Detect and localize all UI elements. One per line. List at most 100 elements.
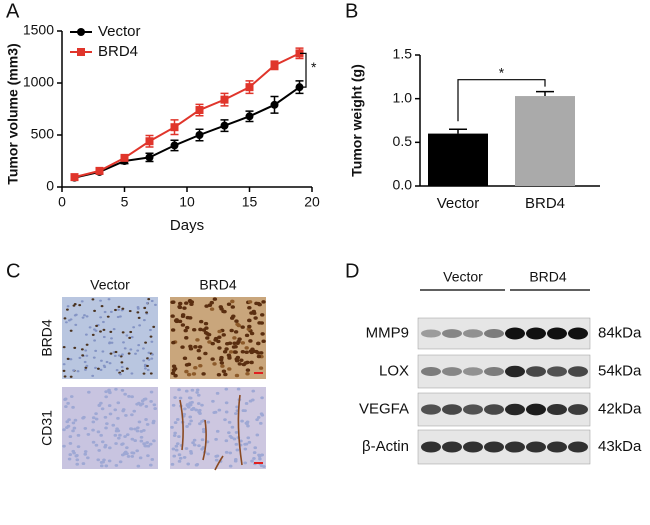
nucleus — [255, 418, 259, 422]
nucleus — [125, 367, 129, 370]
nucleus — [69, 375, 73, 378]
nucleus — [206, 420, 211, 424]
nucleus — [228, 434, 233, 438]
nucleus — [103, 310, 107, 314]
nucleus — [150, 357, 154, 360]
nucleus — [94, 443, 99, 447]
row-label: CD31 — [39, 410, 55, 446]
nucleus — [68, 435, 73, 439]
y-tick-label: 0.0 — [393, 177, 413, 193]
nucleus — [219, 307, 224, 311]
nucleus — [170, 314, 175, 318]
y-axis-label: Tumor volume (mm3) — [5, 43, 21, 184]
nucleus — [204, 304, 209, 308]
nucleus — [212, 362, 217, 366]
nucleus — [244, 333, 250, 338]
nucleus — [96, 430, 101, 434]
band — [442, 404, 462, 415]
error-bar — [536, 90, 554, 97]
band — [526, 366, 546, 377]
nucleus — [227, 341, 233, 346]
image-background — [62, 297, 158, 379]
nucleus — [99, 330, 102, 333]
nucleus — [73, 303, 77, 306]
nucleus — [84, 333, 88, 336]
nucleus — [218, 357, 224, 362]
nucleus — [210, 357, 215, 361]
marker — [295, 49, 304, 58]
nucleus — [221, 333, 226, 337]
y-tick-label: 1.5 — [393, 46, 413, 62]
nucleus — [120, 388, 125, 392]
band — [421, 329, 441, 338]
band — [421, 367, 441, 376]
band — [463, 329, 483, 338]
nucleus — [220, 364, 225, 368]
nucleus — [215, 429, 220, 433]
nucleus — [100, 305, 104, 308]
ihc-image — [62, 387, 158, 469]
y-tick-label: 1000 — [23, 74, 54, 90]
nucleus — [148, 442, 153, 446]
nucleus — [101, 350, 105, 353]
nucleus — [82, 415, 86, 419]
nucleus — [144, 341, 148, 344]
marker — [170, 141, 179, 150]
nucleus — [232, 437, 237, 441]
nucleus — [247, 440, 252, 444]
nucleus — [219, 361, 225, 365]
nucleus — [259, 412, 264, 416]
nucleus — [150, 340, 154, 343]
nucleus — [130, 336, 134, 339]
nucleus — [85, 364, 89, 368]
nucleus — [138, 324, 142, 327]
nucleus — [251, 389, 256, 393]
x-tick-label: 20 — [304, 194, 320, 210]
nucleus — [109, 310, 113, 314]
nucleus — [232, 336, 237, 340]
nucleus — [103, 365, 107, 369]
nucleus — [245, 371, 250, 376]
nucleus — [184, 447, 189, 450]
protein-label: β-Actin — [362, 438, 409, 455]
nucleus — [235, 405, 239, 409]
nucleus — [255, 433, 260, 437]
nucleus — [62, 345, 66, 349]
nucleus — [75, 454, 79, 457]
nucleus — [236, 387, 241, 391]
nucleus — [102, 320, 105, 324]
nucleus — [62, 428, 66, 432]
nucleus — [234, 442, 239, 446]
nucleus — [139, 439, 144, 443]
nucleus — [177, 435, 181, 439]
nucleus — [223, 418, 227, 422]
marker — [295, 83, 304, 92]
legend-marker — [77, 28, 85, 36]
size-label: 42kDa — [598, 400, 642, 417]
legend-label: BRD4 — [98, 43, 138, 60]
nucleus — [184, 369, 189, 374]
nucleus — [72, 426, 77, 430]
nucleus — [137, 316, 141, 319]
nucleus — [173, 431, 177, 435]
nucleus — [130, 454, 135, 458]
nucleus — [128, 336, 132, 339]
nucleus — [133, 427, 137, 431]
nucleus — [214, 458, 219, 462]
nucleus — [130, 437, 135, 441]
x-tick-label: 5 — [121, 194, 129, 210]
x-axis-label: Days — [170, 217, 204, 234]
nucleus — [137, 401, 141, 405]
nucleus — [174, 444, 179, 448]
band — [568, 366, 588, 377]
bar — [428, 133, 488, 186]
nucleus — [258, 366, 264, 370]
nucleus — [233, 458, 238, 461]
nucleus — [121, 409, 125, 413]
nucleus — [142, 359, 146, 362]
nucleus — [153, 407, 157, 411]
nucleus — [173, 373, 178, 378]
nucleus — [177, 305, 182, 309]
nucleus — [240, 349, 246, 354]
nucleus — [214, 454, 218, 458]
